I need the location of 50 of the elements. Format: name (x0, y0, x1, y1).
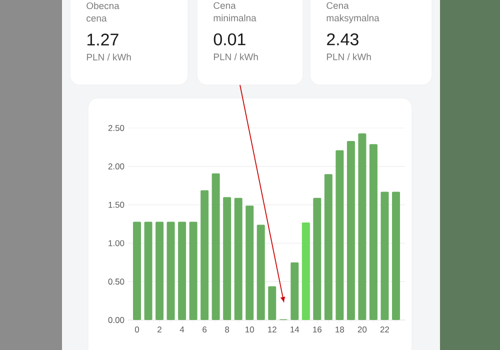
x-tick-label: 20 (358, 326, 367, 333)
bar (256, 224, 265, 320)
x-tick-label: 8 (225, 326, 230, 333)
text: PLN / kWh (214, 53, 258, 60)
bar (336, 150, 344, 320)
bar (268, 286, 276, 320)
y-tick-label: 1.00 (108, 240, 124, 246)
y-tick-label: 1.50 (108, 202, 124, 208)
bar (144, 222, 152, 320)
bar (234, 198, 242, 320)
text: PLN / kWh (326, 53, 371, 60)
x-tick-label: 10 (246, 326, 254, 333)
bar (223, 197, 232, 320)
bar (200, 190, 209, 320)
text: 1.27 (87, 34, 118, 46)
bar (313, 198, 322, 320)
y-tick-label: 0.50 (108, 278, 124, 285)
x-tick-label: 16 (313, 326, 322, 333)
y-tick-label: 2.00 (108, 163, 124, 170)
x-tick-label: 14 (290, 326, 300, 332)
x-tick-label: 18 (336, 326, 344, 333)
y-tick-label: 0.00 (108, 317, 124, 323)
text: 2.43 (327, 33, 358, 46)
x-tick-label: 12 (268, 326, 276, 332)
y-tick-label: 2.50 (108, 125, 124, 131)
bar (380, 192, 389, 320)
text: Cena maksymalna (326, 2, 380, 24)
bar (358, 133, 366, 320)
text: Cena minimalna (214, 2, 256, 22)
x-tick-label: 22 (380, 326, 390, 332)
bar (324, 174, 332, 320)
bar (178, 222, 186, 320)
bar (156, 222, 164, 320)
text: Obecna cena (86, 2, 120, 22)
bar (369, 144, 378, 320)
x-tick-label: 0 (134, 326, 140, 333)
bar (166, 222, 175, 320)
x-tick-label: 2 (158, 326, 162, 332)
text: PLN / kWh (86, 54, 131, 60)
bar (133, 222, 141, 320)
bar (246, 206, 254, 320)
bar (189, 222, 198, 320)
x-tick-label: 6 (202, 326, 207, 333)
bar (290, 262, 299, 320)
x-tick-label: 4 (180, 326, 184, 332)
bar (302, 222, 310, 320)
text: 0.01 (214, 33, 246, 46)
bar (392, 192, 400, 320)
bar (212, 173, 220, 320)
bar (346, 141, 355, 320)
